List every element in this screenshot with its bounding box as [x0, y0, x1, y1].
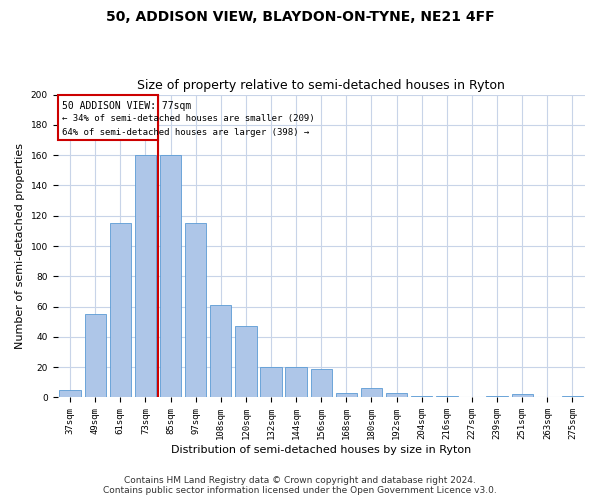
Bar	[487, 396, 508, 398]
Bar	[185, 224, 206, 398]
Text: 64% of semi-detached houses are larger (398) →: 64% of semi-detached houses are larger (…	[62, 128, 309, 137]
Text: 50 ADDISON VIEW: 77sqm: 50 ADDISON VIEW: 77sqm	[62, 100, 191, 110]
Bar	[85, 314, 106, 398]
Title: Size of property relative to semi-detached houses in Ryton: Size of property relative to semi-detach…	[137, 79, 505, 92]
X-axis label: Distribution of semi-detached houses by size in Ryton: Distribution of semi-detached houses by …	[171, 445, 472, 455]
Bar	[512, 394, 533, 398]
Bar	[59, 390, 81, 398]
Text: Contains HM Land Registry data © Crown copyright and database right 2024.
Contai: Contains HM Land Registry data © Crown c…	[103, 476, 497, 495]
Bar	[260, 367, 282, 398]
Bar	[210, 305, 232, 398]
Bar	[311, 368, 332, 398]
Bar	[411, 396, 433, 398]
Bar	[110, 224, 131, 398]
Bar	[386, 393, 407, 398]
Text: ← 34% of semi-detached houses are smaller (209): ← 34% of semi-detached houses are smalle…	[62, 114, 314, 123]
FancyBboxPatch shape	[58, 94, 158, 140]
Y-axis label: Number of semi-detached properties: Number of semi-detached properties	[15, 143, 25, 349]
Bar	[135, 155, 156, 398]
Bar	[336, 393, 357, 398]
Bar	[286, 367, 307, 398]
Bar	[436, 396, 458, 398]
Bar	[562, 396, 583, 398]
Text: 50, ADDISON VIEW, BLAYDON-ON-TYNE, NE21 4FF: 50, ADDISON VIEW, BLAYDON-ON-TYNE, NE21 …	[106, 10, 494, 24]
Bar	[160, 155, 181, 398]
Bar	[361, 388, 382, 398]
Bar	[235, 326, 257, 398]
